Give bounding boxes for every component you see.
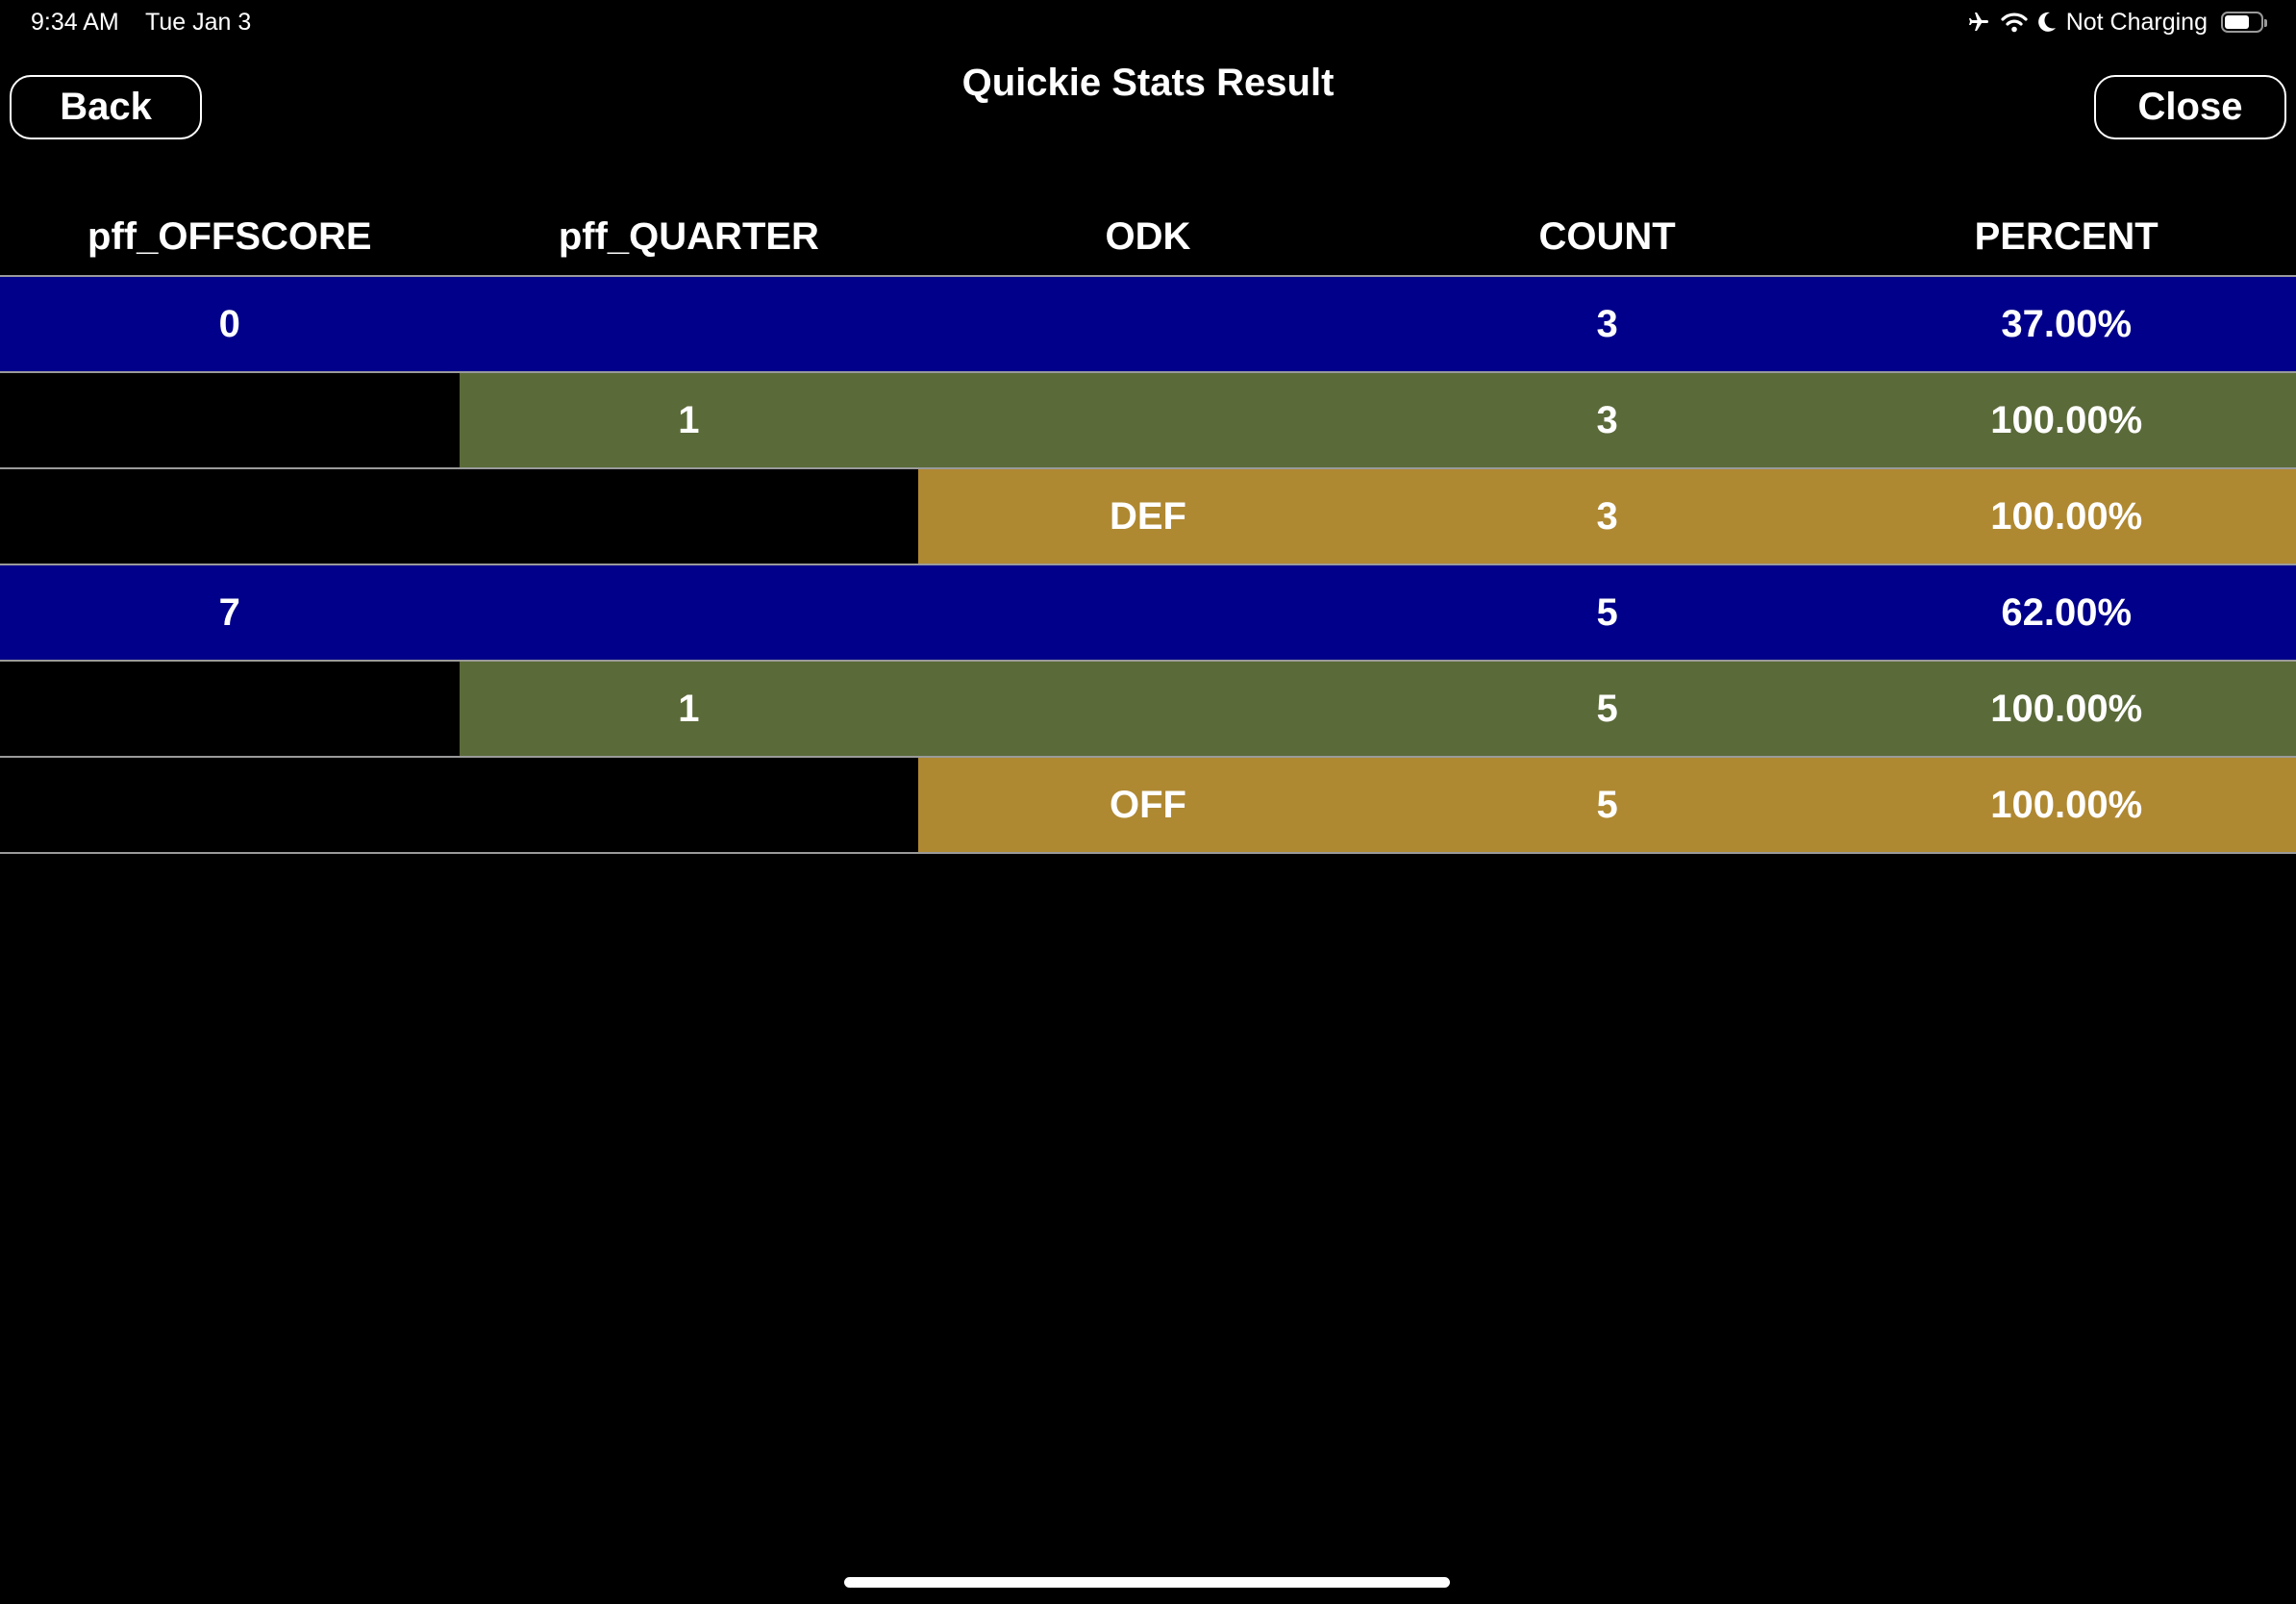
column-header-offscore: pff_OFFSCORE	[87, 214, 372, 258]
odk-cell	[918, 277, 1378, 371]
percent-cell: 100.00%	[1990, 687, 2143, 730]
row-level-fill	[0, 565, 2296, 660]
column-header-odk: ODK	[1105, 214, 1191, 258]
airplane-mode-icon	[1966, 11, 1991, 34]
battery-icon	[2221, 12, 2267, 33]
wifi-icon	[2001, 12, 2028, 33]
count-cell: 3	[1596, 302, 1618, 345]
quarter-cell	[460, 758, 919, 852]
quarter-cell: 1	[678, 398, 700, 441]
count-cell: 5	[1596, 590, 1618, 634]
odk-cell	[918, 373, 1378, 467]
offscore-cell	[0, 373, 460, 467]
back-button[interactable]: Back	[10, 75, 202, 139]
row-level-fill	[459, 373, 2296, 467]
status-date: Tue Jan 3	[145, 9, 252, 36]
status-time: 9:34 AM	[31, 9, 119, 36]
table-row[interactable]: 7 5 62.00%	[0, 565, 2296, 662]
percent-cell: 37.00%	[2001, 302, 2133, 345]
table-row[interactable]: OFF 5 100.00%	[0, 758, 2296, 854]
count-cell: 3	[1596, 494, 1618, 538]
odk-cell	[918, 565, 1378, 660]
status-indicators: Not Charging	[1966, 8, 2267, 37]
quarter-cell	[460, 469, 919, 564]
count-cell: 5	[1596, 783, 1618, 826]
do-not-disturb-moon-icon	[2037, 12, 2057, 33]
odk-cell: OFF	[1109, 783, 1186, 826]
stats-table-body: 0 3 37.00% 1 3 100.00% DEF 3 100.00% 7 5 62.00% 1 5 10…	[0, 277, 2296, 854]
row-level-fill	[918, 758, 2296, 852]
offscore-cell: 0	[218, 302, 240, 345]
battery-level-fill	[2225, 15, 2249, 29]
row-level-fill	[0, 277, 2296, 371]
offscore-cell	[0, 662, 460, 756]
odk-cell	[918, 662, 1378, 756]
column-header-percent: PERCENT	[1974, 214, 2159, 258]
count-cell: 5	[1596, 687, 1618, 730]
percent-cell: 62.00%	[2001, 590, 2133, 634]
table-row[interactable]: DEF 3 100.00%	[0, 469, 2296, 565]
battery-tip	[2264, 19, 2267, 27]
quarter-cell	[460, 565, 919, 660]
column-header-count: COUNT	[1538, 214, 1676, 258]
percent-cell: 100.00%	[1990, 398, 2143, 441]
odk-cell: DEF	[1109, 494, 1186, 538]
column-header-quarter: pff_QUARTER	[558, 214, 819, 258]
count-cell: 3	[1596, 398, 1618, 441]
close-button[interactable]: Close	[2094, 75, 2286, 139]
row-level-fill	[459, 662, 2296, 756]
quarter-cell: 1	[678, 687, 700, 730]
percent-cell: 100.00%	[1990, 783, 2143, 826]
status-bar: 9:34 AM Tue Jan 3 Not Charging	[0, 0, 2296, 44]
table-header: pff_OFFSCORE pff_QUARTER ODK COUNT PERCE…	[0, 198, 2296, 277]
table-row[interactable]: 1 3 100.00%	[0, 373, 2296, 469]
offscore-cell	[0, 758, 460, 852]
charging-status-text: Not Charging	[2065, 8, 2208, 36]
percent-cell: 100.00%	[1990, 494, 2143, 538]
quarter-cell	[460, 277, 919, 371]
table-row[interactable]: 0 3 37.00%	[0, 277, 2296, 373]
row-level-fill	[918, 469, 2296, 564]
table-row[interactable]: 1 5 100.00%	[0, 662, 2296, 758]
offscore-cell: 7	[218, 590, 240, 634]
page-title: Quickie Stats Result	[961, 62, 1335, 104]
offscore-cell	[0, 469, 460, 564]
home-indicator[interactable]	[844, 1577, 1450, 1588]
